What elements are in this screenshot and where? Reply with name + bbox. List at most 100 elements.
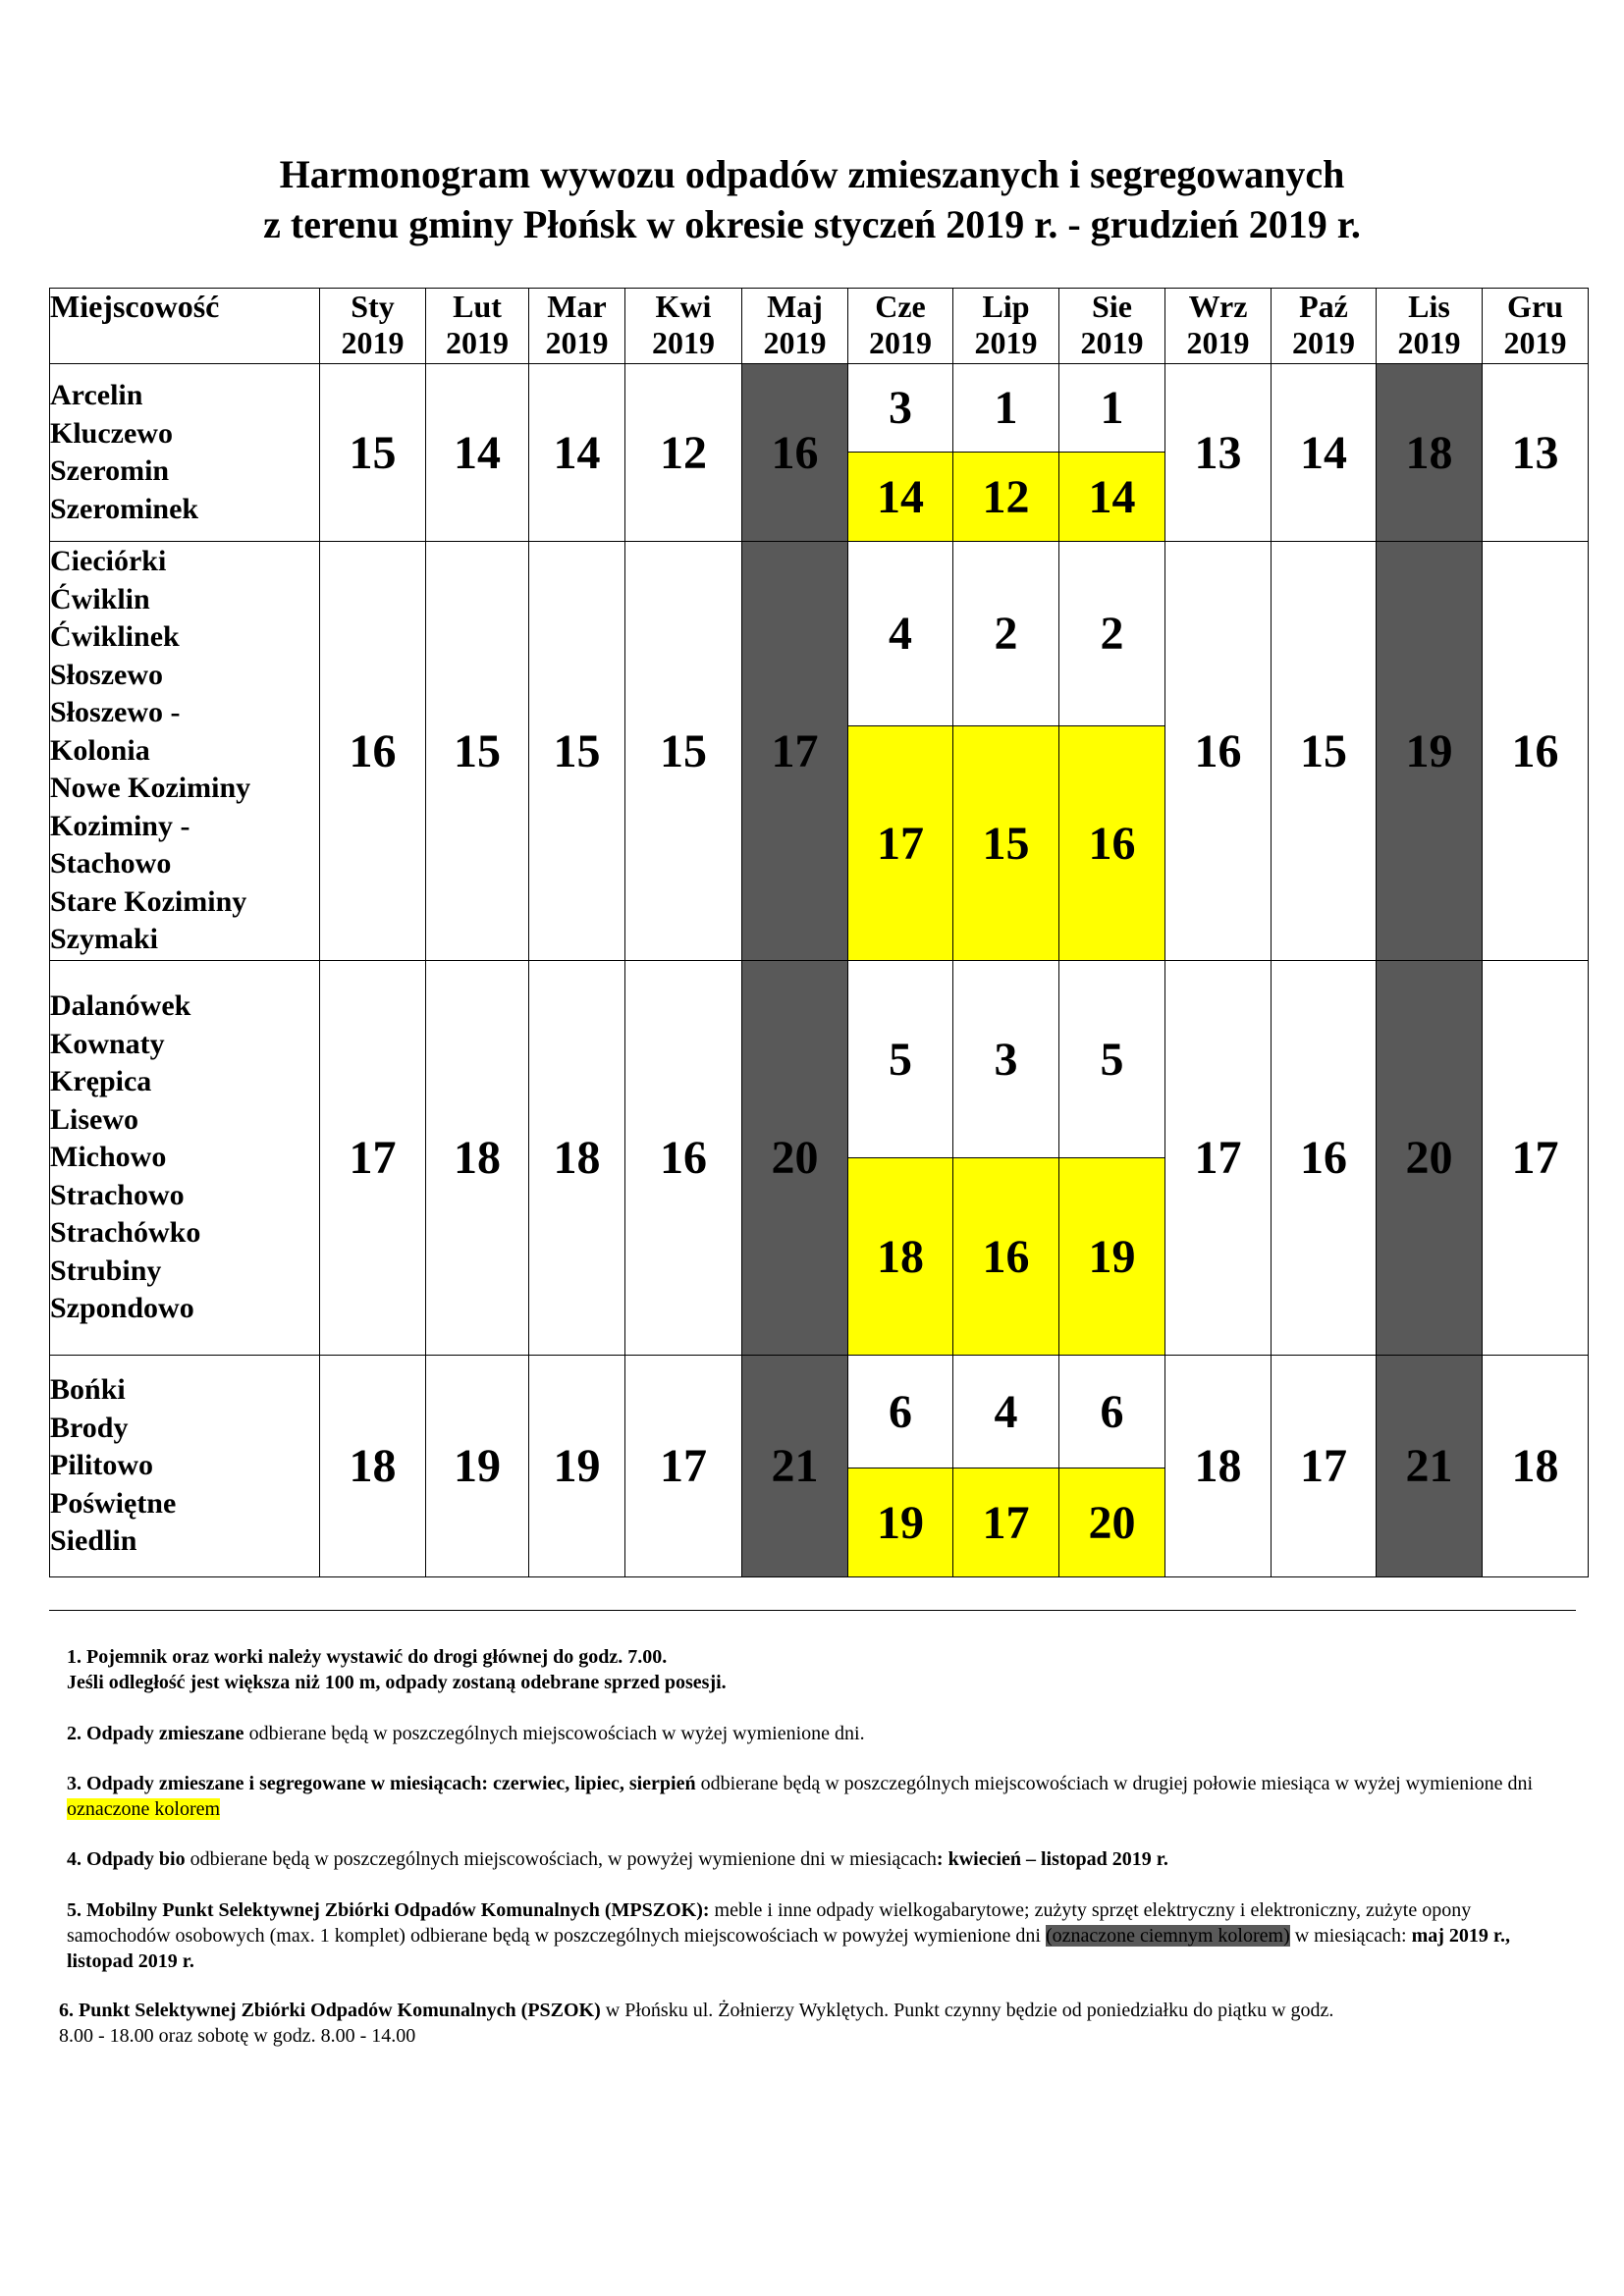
date-cze-mixed: 3 — [847, 363, 953, 453]
month-year: 2019 — [1292, 325, 1355, 360]
month-name: Maj — [767, 289, 823, 324]
note-2: 2. Odpady zmieszane odbierane będą w pos… — [67, 1721, 1569, 1746]
date-mar: 14 — [528, 363, 625, 542]
note-1: 1. Pojemnik oraz worki należy wystawić d… — [67, 1644, 1569, 1695]
table-row-highlighted: 17 15 16 — [50, 725, 1589, 961]
place-name: Strachówko — [50, 1216, 201, 1250]
month-name: Paź — [1299, 289, 1348, 324]
note-5-highlight: (oznaczone ciemnym kolorem) — [1045, 1925, 1290, 1947]
date-kwi: 17 — [624, 1355, 742, 1577]
date-lip-mixed: 1 — [952, 363, 1059, 453]
place-name: Słoszewo — [50, 658, 163, 691]
place-name: Kolonia — [50, 733, 150, 767]
month-year: 2019 — [652, 325, 715, 360]
place-name: Siedlin — [50, 1524, 137, 1558]
table-row-highlighted: 14 12 14 — [50, 452, 1589, 542]
month-header: Paź 2019 — [1271, 288, 1377, 364]
place-name: Ćwiklinek — [50, 620, 180, 654]
table-row: Cieciórki Ćwiklin Ćwiklinek Słoszewo Słoszew… — [49, 541, 1589, 961]
date-sie-mixed: 1 — [1058, 363, 1165, 453]
place-names: Cieciórki Ćwiklin Ćwiklinek Słoszewo Słoszew… — [49, 541, 320, 961]
place-name: Bońki — [50, 1373, 126, 1407]
month-name: Gru — [1507, 289, 1563, 324]
date-wrz: 16 — [1164, 541, 1272, 961]
note-3-highlight: oznaczone kolorem — [67, 1798, 221, 1820]
date-lip-segregated: 16 — [952, 1157, 1059, 1356]
note-2-text: odbierane będą w poszczególnych miejscow… — [244, 1723, 865, 1744]
date-wrz: 17 — [1164, 960, 1272, 1356]
place-name: Słoszewo - — [50, 696, 181, 729]
place-name: Szpondowo — [50, 1292, 194, 1325]
place-name: Krępica — [50, 1065, 152, 1098]
month-year: 2019 — [1397, 325, 1461, 360]
note-6: 6. Punkt Selektywnej Zbiórki Odpadów Kom… — [59, 1998, 1561, 2049]
date-sie-mixed: 6 — [1058, 1355, 1165, 1468]
date-paz: 15 — [1271, 541, 1377, 961]
month-header: Cze 2019 — [847, 288, 953, 364]
table-row: Arcelin Kluczewo Szeromin Szerominek 15 14 14 1… — [49, 363, 1589, 542]
place-name: Arcelin — [50, 379, 143, 411]
date-maj: 17 — [741, 541, 848, 961]
date-cze-mixed: 5 — [847, 960, 953, 1158]
date-mar: 18 — [528, 960, 625, 1356]
place-name: Nowe Koziminy — [50, 772, 251, 805]
month-name: Sie — [1092, 289, 1132, 324]
date-paz: 17 — [1271, 1355, 1377, 1577]
date-sie-segregated: 19 — [1058, 1157, 1165, 1356]
date-mar: 19 — [528, 1355, 625, 1577]
place-name: Strubiny — [50, 1254, 162, 1287]
date-sty: 15 — [319, 363, 426, 542]
date-lis: 19 — [1376, 541, 1483, 961]
date-paz: 14 — [1271, 363, 1377, 542]
date-sie-segregated: 16 — [1058, 725, 1165, 961]
month-header: Sty 2019 — [319, 288, 426, 364]
date-gru: 13 — [1482, 363, 1589, 542]
note-6-text: w Płońsku ul. Żołnierzy Wyklętych. Punkt… — [600, 2000, 1334, 2021]
note-6-bold: 6. Punkt Selektywnej Zbiórki Odpadów Kom… — [59, 2000, 601, 2021]
date-maj: 21 — [741, 1355, 848, 1577]
date-lis: 20 — [1376, 960, 1483, 1356]
date-lip-segregated: 12 — [952, 452, 1059, 542]
month-header: Lut 2019 — [425, 288, 529, 364]
date-cze-segregated: 17 — [847, 725, 953, 961]
date-lut: 14 — [425, 363, 529, 542]
month-header: Kwi 2019 — [624, 288, 742, 364]
month-year: 2019 — [763, 325, 827, 360]
month-header: Lis 2019 — [1376, 288, 1483, 364]
place-name: Koziminy - — [50, 809, 190, 842]
date-sty: 17 — [319, 960, 426, 1356]
date-cze-segregated: 14 — [847, 452, 953, 542]
month-name: Lip — [982, 289, 1030, 324]
note-6-line-2: 8.00 - 18.00 oraz sobotę w godz. 8.00 - … — [59, 2025, 416, 2047]
place-column-header: Miejscowość — [49, 288, 320, 364]
month-name: Kwi — [655, 289, 712, 324]
place-name: Lisewo — [50, 1102, 138, 1136]
month-year: 2019 — [1080, 325, 1144, 360]
place-name: Ćwiklin — [50, 582, 150, 615]
note-1-line-2: Jeśli odległość jest większa niż 100 m, … — [67, 1672, 727, 1693]
divider — [49, 1610, 1576, 1611]
note-3-text: odbierane będą w poszczególnych miejscow… — [695, 1773, 1534, 1794]
note-4-text: odbierane będą w poszczególnych miejscow… — [185, 1848, 937, 1870]
place-name: Poświętne — [50, 1486, 177, 1520]
note-4: 4. Odpady bio odbierane będą w poszczegó… — [67, 1846, 1569, 1872]
place-name: Pilitowo — [50, 1449, 153, 1482]
date-cze-segregated: 19 — [847, 1468, 953, 1577]
month-header: Wrz 2019 — [1164, 288, 1272, 364]
month-year: 2019 — [1186, 325, 1250, 360]
place-name: Kownaty — [50, 1027, 165, 1060]
note-3: 3. Odpady zmieszane i segregowane w mies… — [67, 1771, 1569, 1822]
month-name: Lis — [1408, 289, 1450, 324]
table-row-highlighted: 19 17 20 — [50, 1468, 1589, 1577]
month-year: 2019 — [1503, 325, 1567, 360]
place-name: Strachowo — [50, 1178, 185, 1211]
date-cze-mixed: 6 — [847, 1355, 953, 1468]
table-row: Bońki Brody Pilitowo Poświętne Siedlin 18 19 19… — [49, 1355, 1589, 1577]
month-year: 2019 — [869, 325, 932, 360]
date-wrz: 18 — [1164, 1355, 1272, 1577]
note-5: 5. Mobilny Punkt Selektywnej Zbiórki Odp… — [67, 1897, 1569, 1974]
date-lip-segregated: 15 — [952, 725, 1059, 961]
date-kwi: 12 — [624, 363, 742, 542]
date-lis: 18 — [1376, 363, 1483, 542]
date-cze-mixed: 4 — [847, 541, 953, 726]
